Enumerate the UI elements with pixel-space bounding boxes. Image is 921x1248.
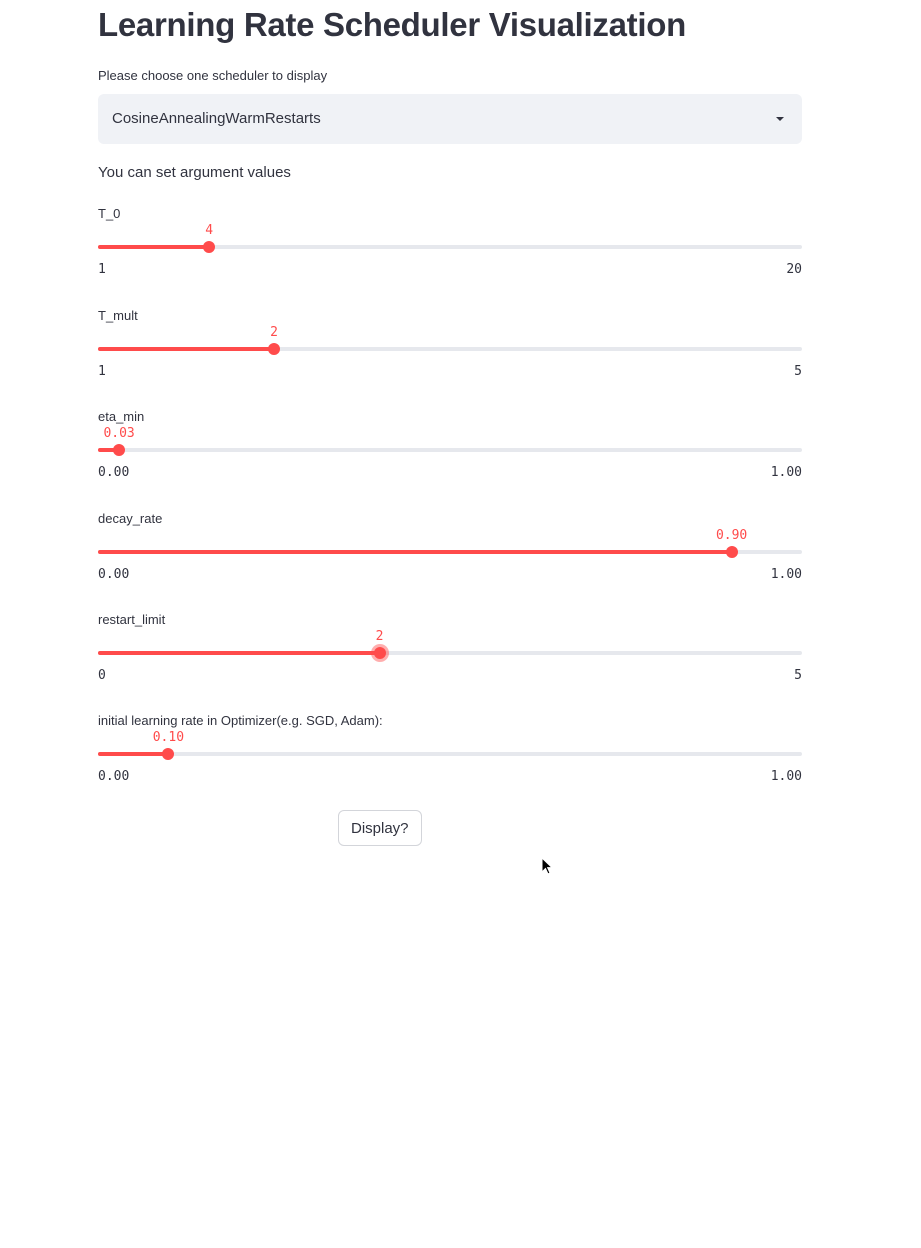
slider-track[interactable]	[98, 241, 802, 253]
slider-initial-lr: initial learning rate in Optimizer(e.g. …	[98, 713, 802, 803]
slider-label: T_0	[98, 206, 121, 221]
page-title: Learning Rate Scheduler Visualization	[98, 6, 686, 43]
slider-value: 2	[375, 629, 384, 644]
slider-max: 5	[794, 668, 802, 683]
slider-max: 20	[786, 262, 802, 277]
slider-label: initial learning rate in Optimizer(e.g. …	[98, 713, 383, 728]
slider-label: T_mult	[98, 308, 138, 323]
slider-thumb[interactable]	[725, 546, 738, 558]
slider-min: 0.00	[98, 465, 130, 480]
slider-t-mult: T_mult 2 1 5	[98, 308, 802, 398]
slider-label: restart_limit	[98, 612, 166, 627]
chevron-down-icon[interactable]	[776, 117, 784, 121]
slider-fill	[98, 245, 210, 249]
slider-min: 1	[98, 262, 106, 277]
slider-fill	[98, 347, 274, 351]
slider-thumb[interactable]	[113, 444, 126, 456]
slider-fill	[98, 448, 120, 452]
slider-value: 0.10	[152, 730, 185, 745]
slider-label: decay_rate	[98, 511, 163, 526]
slider-track[interactable]	[98, 343, 802, 355]
slider-thumb[interactable]	[203, 241, 216, 253]
slider-label: eta_min	[98, 409, 145, 424]
slider-fill	[98, 550, 732, 554]
slider-min: 0.00	[98, 769, 130, 784]
slider-min: 1	[98, 364, 106, 379]
slider-min: 0.00	[98, 567, 130, 582]
slider-min: 0	[98, 668, 106, 683]
slider-track[interactable]	[98, 546, 802, 558]
display-button[interactable]: Display?	[338, 810, 422, 846]
slider-track[interactable]	[98, 748, 802, 760]
scheduler-select-label: Please choose one scheduler to display	[98, 68, 328, 83]
slider-thumb[interactable]	[162, 748, 175, 760]
slider-restart-limit: restart_limit 2 0 5	[98, 612, 802, 702]
slider-max: 1.00	[770, 465, 802, 480]
slider-value: 2	[270, 325, 278, 340]
slider-t0: T_0 4 1 20	[98, 206, 802, 296]
slider-value: 0.90	[715, 528, 748, 543]
slider-max: 1.00	[770, 567, 802, 582]
intro-text: You can set argument values	[98, 164, 291, 181]
slider-eta-min: eta_min 0.03 0.00 1.00	[98, 409, 802, 499]
slider-value: 4	[205, 223, 214, 238]
scheduler-select-value: CosineAnnealingWarmRestarts	[112, 110, 321, 127]
slider-track[interactable]	[98, 647, 802, 659]
scheduler-select[interactable]: CosineAnnealingWarmRestarts	[98, 94, 802, 144]
slider-value: 0.03	[103, 426, 135, 441]
slider-fill	[98, 651, 380, 655]
slider-decay-rate: decay_rate 0.90 0.00 1.00	[98, 511, 802, 601]
slider-fill	[98, 752, 169, 756]
slider-track[interactable]	[98, 444, 802, 456]
slider-max: 1.00	[770, 769, 802, 784]
mouse-cursor-icon	[541, 857, 554, 875]
slider-max: 5	[794, 364, 802, 379]
slider-thumb[interactable]	[268, 343, 280, 355]
slider-thumb[interactable]	[373, 647, 386, 659]
